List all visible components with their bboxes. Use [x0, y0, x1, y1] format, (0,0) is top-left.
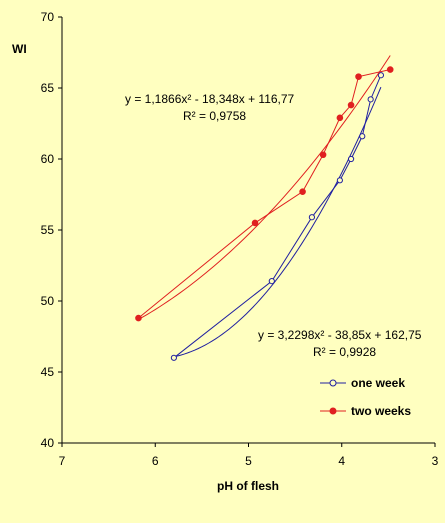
line-two-weeks — [138, 69, 391, 319]
data-point-one-week — [336, 177, 343, 184]
y-tick-label: 40 — [41, 436, 55, 450]
y-tick-label: 50 — [41, 294, 55, 308]
y-axis-label: WI — [12, 42, 27, 56]
data-point-one-week — [170, 354, 177, 361]
equation-two-weeks: y = 1,1866x² - 18,348x + 116,77 R² = 0,9… — [125, 92, 295, 123]
data-point-two-weeks — [299, 188, 306, 195]
line-one-week — [173, 75, 382, 359]
data-point-one-week — [347, 155, 355, 163]
equation-two-weeks-r2: R² = 0,9758 — [183, 109, 246, 123]
y-tick-label: 45 — [41, 365, 55, 379]
data-point-two-weeks — [386, 66, 394, 73]
series-two-weeks — [135, 55, 394, 322]
y-axis-ticks: 40 45 50 55 60 65 70 — [41, 10, 62, 450]
legend: one week two weeks — [320, 376, 411, 418]
legend-item-one-week: one week — [320, 376, 405, 390]
x-tick-label: 5 — [245, 454, 252, 468]
trendline-two-weeks — [138, 55, 391, 320]
legend-label-one-week: one week — [351, 376, 405, 390]
data-point-one-week — [367, 96, 374, 103]
x-tick-label: 7 — [59, 454, 66, 468]
data-point-two-weeks — [336, 114, 344, 122]
legend-marker-two-weeks — [329, 407, 337, 415]
data-point-one-week — [359, 133, 366, 140]
equation-one-week-r2: R² = 0,9928 — [313, 345, 376, 359]
x-axis-ticks: 7 6 5 4 3 — [59, 443, 439, 468]
equation-one-week-formula: y = 3,2298x² - 38,85x + 162,75 — [258, 328, 422, 342]
x-tick-label: 6 — [152, 454, 159, 468]
legend-marker-one-week — [329, 379, 337, 387]
data-point-two-weeks — [319, 151, 327, 159]
y-tick-label: 60 — [41, 152, 55, 166]
data-point-one-week — [268, 278, 275, 285]
y-tick-label: 70 — [41, 10, 55, 24]
x-tick-label: 4 — [338, 454, 345, 468]
data-point-one-week — [308, 214, 316, 221]
data-point-two-weeks — [347, 101, 355, 109]
series-one-week — [170, 72, 385, 361]
y-tick-label: 55 — [41, 223, 55, 237]
data-point-one-week — [377, 72, 385, 79]
equation-one-week: y = 3,2298x² - 38,85x + 162,75 R² = 0,99… — [258, 328, 422, 359]
x-axis-label: pH of flesh — [217, 479, 279, 493]
data-point-two-weeks — [355, 73, 362, 80]
data-point-two-weeks — [251, 219, 259, 227]
trendline-one-week — [173, 86, 382, 358]
equation-two-weeks-formula: y = 1,1866x² - 18,348x + 116,77 — [125, 92, 295, 106]
y-tick-label: 65 — [41, 81, 55, 95]
legend-item-two-weeks: two weeks — [320, 404, 411, 418]
series-layer — [135, 55, 394, 361]
legend-label-two-weeks: two weeks — [351, 404, 411, 418]
x-tick-label: 3 — [432, 454, 439, 468]
data-point-two-weeks — [135, 314, 142, 322]
